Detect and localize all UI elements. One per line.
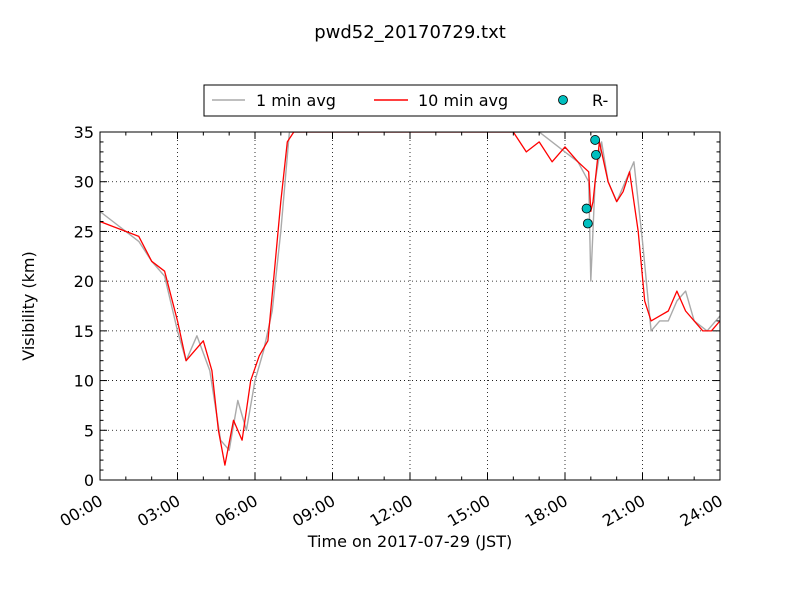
y-tick-labels: 0 5 10 15 20 25 30 35 bbox=[74, 123, 94, 490]
legend-marker-r bbox=[558, 95, 568, 105]
legend-label-r: R- bbox=[592, 91, 608, 110]
series-point-r bbox=[581, 203, 592, 214]
grid-lines bbox=[100, 132, 720, 480]
y-tick-label: 35 bbox=[74, 123, 94, 142]
y-tick-label: 10 bbox=[74, 372, 94, 391]
series-point-r bbox=[591, 149, 601, 160]
series-point-r bbox=[582, 218, 593, 229]
chart-title: pwd52_20170729.txt bbox=[314, 22, 506, 43]
legend-box bbox=[203, 84, 618, 117]
y-tick-label: 30 bbox=[74, 173, 94, 192]
series-line-1-min-avg bbox=[100, 132, 720, 451]
legend: 1 min avg 10 min avg R- bbox=[203, 84, 618, 117]
plot-area bbox=[100, 132, 720, 480]
y-axis-label: Visibility (km) bbox=[19, 251, 38, 360]
series-layer bbox=[100, 132, 720, 466]
legend-label-1min: 1 min avg bbox=[256, 91, 336, 110]
y-tick-label: 5 bbox=[84, 421, 94, 440]
series-point-r bbox=[590, 135, 601, 145]
y-tick-label: 0 bbox=[84, 471, 94, 490]
y-tick-label: 15 bbox=[74, 322, 94, 341]
y-tick-label: 20 bbox=[74, 272, 94, 291]
axis-ticks bbox=[99, 131, 721, 481]
x-axis-label: Time on 2017-07-29 (JST) bbox=[307, 532, 512, 551]
series-line-10-min-avg bbox=[100, 132, 720, 466]
y-tick-label: 25 bbox=[74, 222, 94, 241]
legend-label-10min: 10 min avg bbox=[418, 91, 508, 110]
